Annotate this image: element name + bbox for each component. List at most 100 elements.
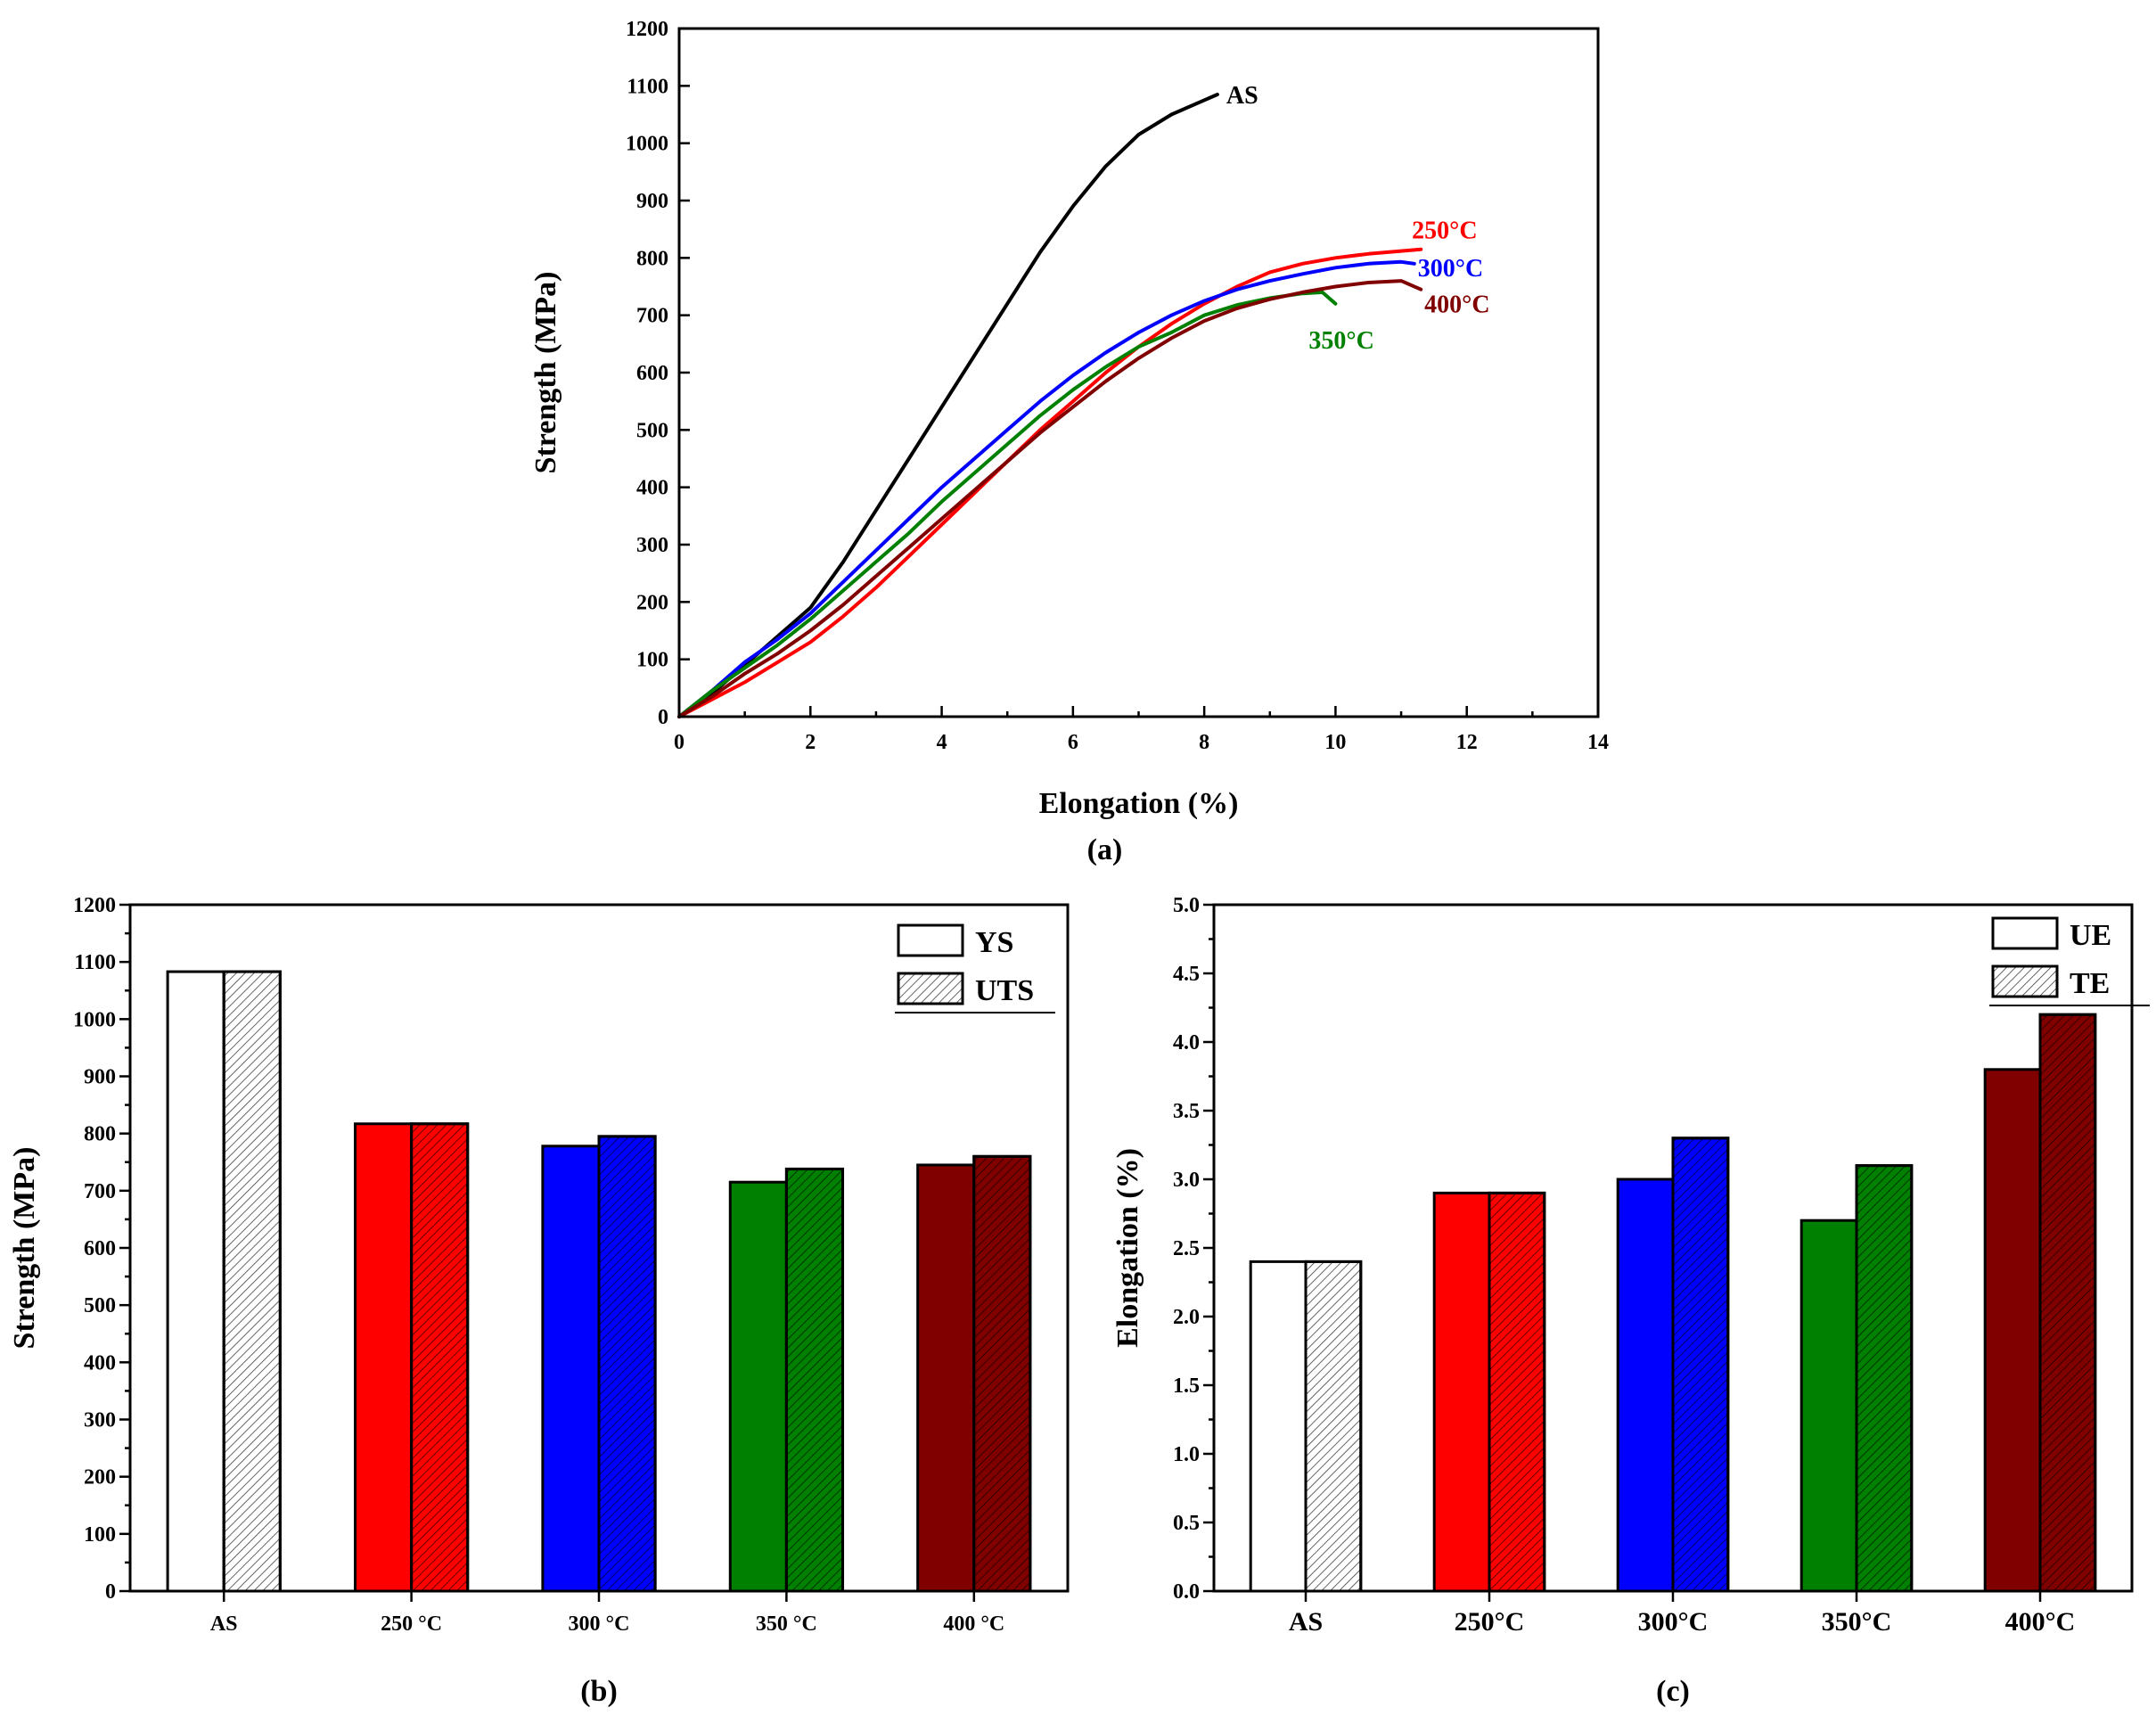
y-tick-label: 100 (636, 649, 668, 672)
y-tick-label: 700 (84, 1180, 116, 1203)
legend-label-uts: UTS (975, 974, 1034, 1007)
bar-uts-400-c (972, 1154, 1032, 1593)
legend-item-ys: YS (897, 923, 1013, 959)
y-tick-label: 1.0 (1173, 1443, 1200, 1466)
curve-label-400-c: 400°C (1424, 291, 1489, 319)
bar-fill (166, 970, 225, 1593)
bar-ue-350-c (1799, 1219, 1858, 1593)
x-tick-label: 250 °C (381, 1612, 442, 1636)
x-tick-label: 4 (937, 731, 947, 754)
bar-fill (1249, 1260, 1308, 1593)
y-tick-label: 4.5 (1173, 963, 1200, 986)
bar-fill (916, 1163, 976, 1593)
y-tick-label: 1000 (626, 133, 668, 156)
x-tick-label: 350 °C (756, 1612, 817, 1636)
bar-te-250-c (1488, 1191, 1546, 1593)
y-tick-label: 1.5 (1173, 1374, 1200, 1398)
bar-ue-300-c (1616, 1178, 1675, 1593)
y-tick-label: 800 (636, 247, 668, 270)
x-tick-label: 350°C (1822, 1607, 1892, 1637)
y-tick-label: 0.5 (1173, 1512, 1200, 1535)
panel-c-legend: UE TE (1989, 916, 2150, 1006)
bar-fill (1616, 1178, 1675, 1593)
panel-b-ticks: 0 100 200 300 400 500 600 700 800 900 1000 1100 1200… (73, 894, 1004, 1636)
bar-hatch (1855, 1164, 1914, 1593)
curve-400-c (677, 279, 1423, 718)
y-tick-label: 0 (658, 706, 668, 729)
y-tick-label: 300 (84, 1409, 116, 1432)
y-tick-label: 100 (84, 1523, 116, 1547)
y-tick-label: 1000 (73, 1008, 116, 1031)
x-tick-label: 400°C (2005, 1607, 2076, 1637)
x-tick-label: 8 (1199, 731, 1209, 754)
panel-c-bar-chart: 0.0 0.5 1.0 1.5 2.0 2.5 3.0 3.5 4.0 4.5 5.0 AS 250°C… (1111, 894, 2150, 1708)
y-tick-label: 2.5 (1173, 1237, 1200, 1260)
bar-te-350-c (1855, 1164, 1914, 1593)
bar-ys-350-c (728, 1180, 788, 1593)
x-tick-label: 300 °C (569, 1612, 630, 1636)
y-tick-label: 600 (636, 362, 668, 385)
panel-c-caption: (c) (1656, 1675, 1690, 1708)
bar-hatch (410, 1122, 470, 1593)
legend-swatch-hatch (1991, 964, 2059, 998)
x-tick-label: 2 (805, 731, 816, 754)
bar-hatch (2038, 1013, 2097, 1593)
panel-c-ticks: 0.0 0.5 1.0 1.5 2.0 2.5 3.0 3.5 4.0 4.5 5.0 AS 250°C… (1173, 894, 2075, 1637)
panel-b-legend: YS UTS (895, 923, 1055, 1013)
panel-c-plot-frame (1212, 903, 2134, 1593)
y-tick-label: 700 (636, 305, 668, 328)
bar-hatch (972, 1154, 1032, 1593)
panel-b-bars (166, 970, 1032, 1593)
legend-swatch-hatch (897, 972, 964, 1005)
y-tick-label: 200 (636, 591, 668, 614)
panel-b-bar-chart: 0 100 200 300 400 500 600 700 800 900 1000 1100 1200… (8, 894, 1070, 1708)
y-tick-label: 900 (84, 1066, 116, 1089)
x-tick-label: 10 (1324, 731, 1346, 754)
bar-ue-400-c (1983, 1068, 2042, 1593)
x-tick-label: 300°C (1638, 1607, 1709, 1637)
legend-label-ys: YS (975, 926, 1013, 959)
y-tick-label: 400 (636, 477, 668, 500)
panel-a-ticks: 0 2 4 6 8 10 12 14 0 100 200 300 400 500 600 700 800 900 1… (626, 18, 1609, 754)
panel-b-caption: (b) (580, 1675, 618, 1708)
bar-uts-350-c (784, 1167, 845, 1593)
y-tick-label: 500 (84, 1294, 116, 1317)
y-tick-label: 1100 (74, 951, 116, 974)
legend-label-te: TE (2070, 967, 2110, 1000)
y-tick-label: 4.0 (1173, 1031, 1200, 1054)
bar-fill (1983, 1068, 2042, 1593)
legend-swatch (897, 923, 964, 957)
bar-ue-as (1249, 1260, 1308, 1593)
bar-hatch (1488, 1191, 1546, 1593)
bar-fill (728, 1180, 788, 1593)
legend-item-te: TE (1991, 964, 2110, 1000)
legend-swatch (1991, 916, 2059, 950)
y-tick-label: 1200 (73, 894, 116, 917)
bar-te-400-c (2038, 1013, 2097, 1593)
y-tick-label: 5.0 (1173, 894, 1200, 917)
bar-ys-300-c (541, 1145, 601, 1593)
x-tick-label: 14 (1587, 731, 1609, 754)
panel-a-line-chart: 0 2 4 6 8 10 12 14 0 100 200 300 400 500 600 700 800 900 1… (529, 18, 1609, 866)
panel-c-y-axis-title: Elongation (%) (1111, 1148, 1144, 1348)
x-tick-label: 0 (674, 731, 685, 754)
y-tick-label: 800 (84, 1123, 116, 1146)
bar-hatch (1671, 1136, 1730, 1593)
y-tick-label: 0 (105, 1580, 116, 1604)
bar-fill (541, 1145, 601, 1593)
y-tick-label: 1100 (627, 75, 668, 98)
panel-a-plot-frame (677, 27, 1600, 718)
panel-a-caption: (a) (1087, 833, 1123, 866)
y-tick-label: 0.0 (1173, 1580, 1200, 1604)
bar-te-300-c (1671, 1136, 1730, 1593)
curve-labels: AS 250°C 300°C 350°C 400°C (1226, 82, 1490, 355)
x-tick-label: 250°C (1455, 1607, 1525, 1637)
bar-fill (1432, 1191, 1491, 1593)
legend-item-ue: UE (1991, 916, 2111, 952)
y-tick-label: 400 (84, 1351, 116, 1374)
bar-ue-250-c (1432, 1191, 1491, 1593)
panel-a-y-axis-title: Strength (MPa) (529, 272, 562, 474)
y-tick-label: 2.0 (1173, 1306, 1200, 1329)
x-tick-label: AS (1289, 1607, 1323, 1637)
